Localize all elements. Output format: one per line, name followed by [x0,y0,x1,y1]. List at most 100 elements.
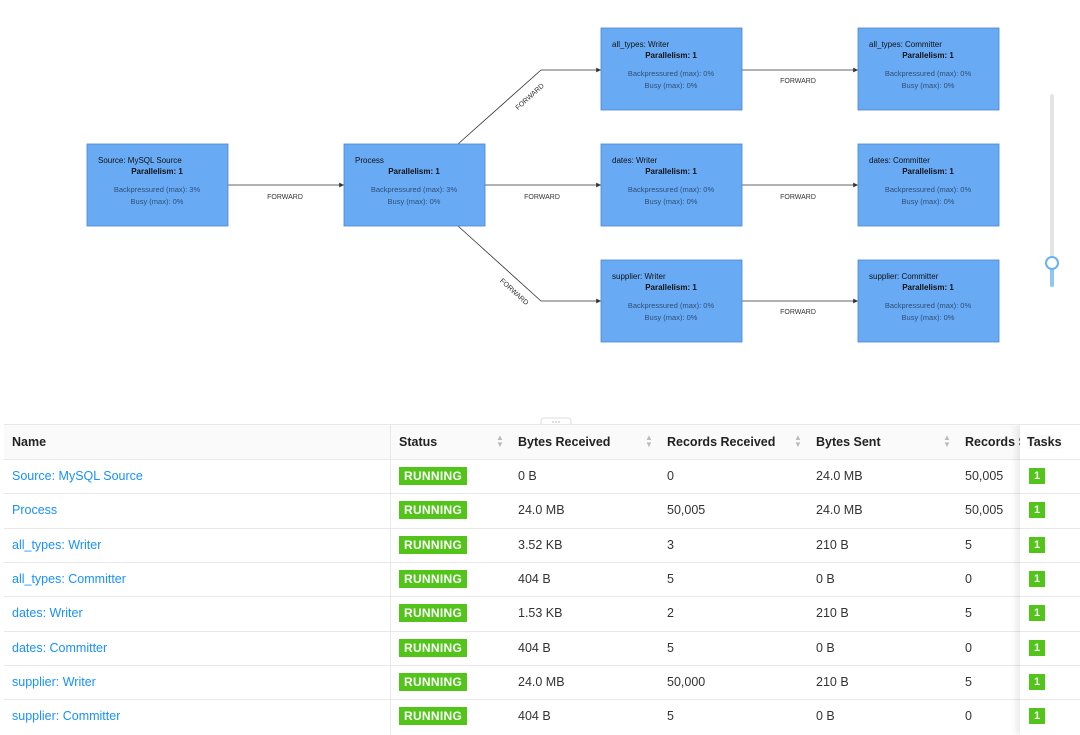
task-count[interactable]: 1 [1029,570,1045,587]
node[interactable] [857,259,1000,343]
node-backpressured: Backpressured (max): 3% [114,185,201,194]
row-divider [4,699,1080,701]
task-count[interactable]: 1 [1029,639,1045,656]
status-badge: RUNNING [399,638,468,657]
node-parallelism: Parallelism: 1 [902,283,954,292]
vertex-name[interactable]: all_types: Writer [12,537,102,552]
vertex-name[interactable]: supplier: Writer [12,674,96,689]
node-busy: Busy (max): 0% [645,81,698,90]
task-count[interactable]: 1 [1029,468,1045,484]
node-busy: Busy (max): 0% [645,197,698,206]
status-badge: RUNNING [399,569,468,588]
row-divider [1020,459,1080,460]
cell-value: 50,005 [667,503,706,518]
cell-value: 3.52 KB [518,537,563,552]
node-busy: Busy (max): 0% [902,313,955,322]
node-busy: Busy (max): 0% [645,313,698,322]
vertex-name[interactable]: dates: Writer [12,606,83,621]
column-header[interactable]: Bytes Received [518,435,611,449]
cell-value: 24.0 MB [518,674,565,689]
node[interactable] [600,259,743,343]
node[interactable] [600,143,743,227]
sort-icon[interactable]: ▲ ▼ [794,434,802,448]
cell-value: 0 [965,640,972,655]
node[interactable] [857,27,1000,111]
vertex-name[interactable]: all_types: Committer [12,571,126,586]
node-backpressured: Backpressured (max): 0% [628,185,715,194]
node-backpressured: Backpressured (max): 0% [628,69,715,78]
sort-icon[interactable]: ▲ ▼ [645,434,653,448]
row-divider [1020,596,1080,598]
cell-value: 0 [965,571,972,586]
task-count[interactable]: 1 [1029,708,1045,725]
cell-value: 24.0 MB [816,503,863,518]
node[interactable] [857,143,1000,227]
edge-label: FORWARD [780,194,816,201]
cell-value: 5 [667,640,674,655]
vertex-table: Name Status ▲ ▼ Bytes Received ▲ ▼ Records Rece… [4,424,1080,735]
cell-value: 0 B [816,640,835,655]
node-parallelism: Parallelism: 1 [902,51,954,60]
resize-dots: ··· [552,416,561,424]
job-graph: ··· FORWARD FORWARD FORWARD FORWARD FORWARD F… [86,27,1059,424]
task-count[interactable]: 1 [1029,673,1045,690]
row-divider [1020,527,1080,529]
vertex-name[interactable]: Process [12,503,58,518]
status-badge: RUNNING [399,707,468,726]
task-count[interactable]: 1 [1029,502,1045,519]
edge-label: FORWARD [780,309,816,316]
sort-icon[interactable]: ▲ ▼ [943,434,951,448]
cell-value: 5 [667,709,674,724]
cell-value: 24.0 MB [518,503,565,518]
vertex-name[interactable]: dates: Committer [12,640,108,655]
cell-value: 0 [965,709,972,724]
cell-value: 404 B [518,709,551,724]
row-divider [4,561,1080,563]
task-count[interactable]: 1 [1029,605,1045,622]
sort-icon[interactable]: ▲ ▼ [496,434,504,448]
node[interactable] [343,143,486,227]
vertex-name[interactable]: Source: MySQL Source [12,469,143,483]
node-parallelism: Parallelism: 1 [645,283,697,292]
node-parallelism: Parallelism: 1 [645,51,697,60]
cell-value: 1.53 KB [518,606,563,621]
task-count[interactable]: 1 [1029,536,1045,553]
row-divider [1020,630,1080,632]
node[interactable] [600,27,743,111]
node-name: dates: Committer [869,156,930,165]
cell-value: 0 B [518,469,537,483]
status-badge: RUNNING [399,501,468,520]
resize-handle[interactable] [540,417,572,424]
node-backpressured: Backpressured (max): 3% [371,185,458,194]
edge [457,225,601,304]
row-divider [4,596,1080,598]
cell-value: 2 [667,606,674,621]
cell-value: 50,005 [965,503,1004,518]
column-header[interactable]: Records Received [667,435,776,449]
column-header[interactable]: Name [12,435,47,449]
node-name: supplier: Writer [612,272,666,281]
status-badge: RUNNING [399,672,468,691]
vertex-name[interactable]: supplier: Committer [12,709,121,724]
edge-label: FORWARD [780,78,816,85]
node-backpressured: Backpressured (max): 0% [885,185,972,194]
node-name: supplier: Committer [869,272,939,281]
edge-label: FORWARD [515,83,546,112]
cell-value: 5 [965,674,972,689]
node-busy: Busy (max): 0% [902,197,955,206]
cell-value: 50,000 [667,674,706,689]
row-divider [4,459,1080,460]
column-header[interactable]: Bytes Sent [816,435,881,449]
row-divider [1020,699,1080,701]
cell-value: 24.0 MB [816,469,863,483]
node-busy: Busy (max): 0% [902,81,955,90]
row-divider [1020,493,1080,495]
node[interactable] [86,143,229,227]
column-header[interactable]: Status [399,435,438,449]
row-divider [1020,664,1080,666]
column-divider [390,425,391,735]
node-backpressured: Backpressured (max): 0% [885,69,972,78]
zoom-handle[interactable] [1045,256,1059,270]
row-divider [4,527,1080,529]
